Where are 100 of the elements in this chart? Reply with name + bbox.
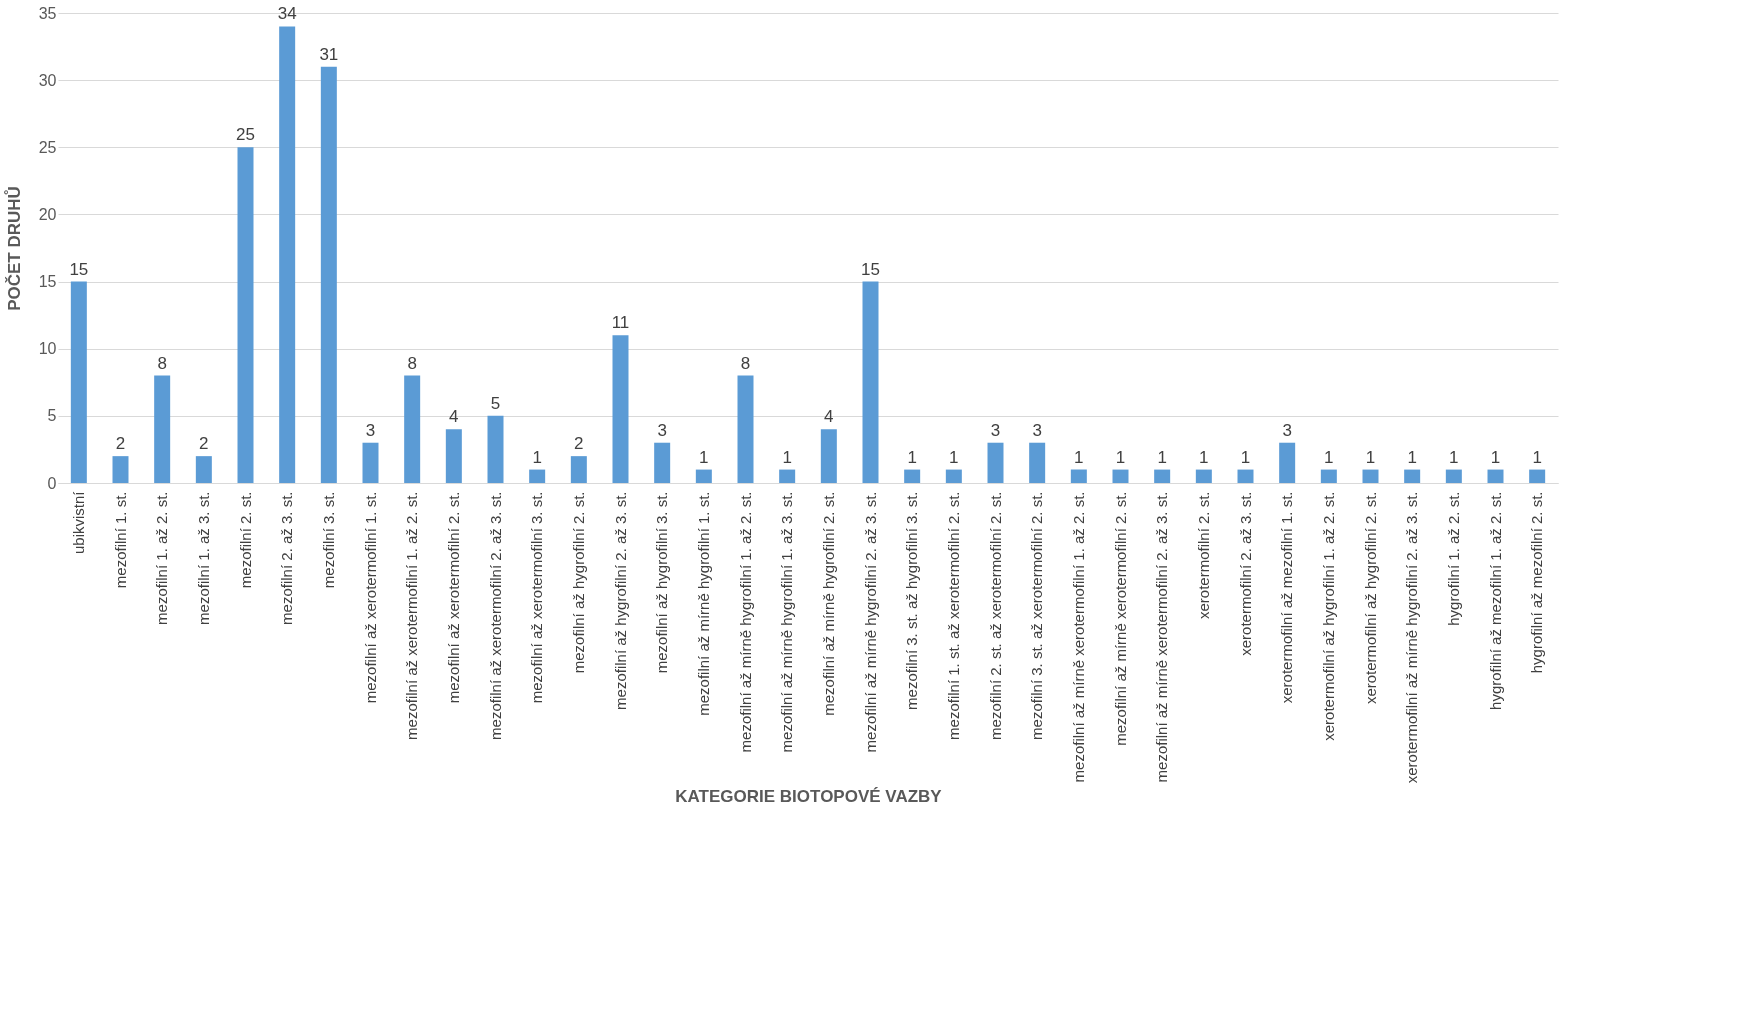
x-tick-label: mezofilní 3. st. až hygrofilní 3. st. xyxy=(903,491,921,710)
bar xyxy=(1320,469,1337,483)
bar xyxy=(779,469,796,483)
x-tick-label: mezofilní až xerotermofilní 2. st. xyxy=(444,491,462,704)
bar xyxy=(445,429,462,483)
x-tick-label: mezofilní 1. st. xyxy=(111,491,129,589)
x-tick-label: mezofilní až hygrofilní 2. st. xyxy=(569,491,587,674)
bar xyxy=(1195,469,1212,483)
bar xyxy=(654,442,671,483)
bar xyxy=(737,375,754,483)
bar xyxy=(112,456,129,483)
data-label: 3 xyxy=(1032,420,1042,440)
data-label: 1 xyxy=(532,447,542,467)
data-label: 4 xyxy=(824,407,834,427)
bar xyxy=(1404,469,1421,483)
bar xyxy=(612,335,629,483)
y-tick-label: 35 xyxy=(38,4,57,22)
data-label: 1 xyxy=(1365,447,1376,467)
bar xyxy=(279,26,296,483)
y-axis-title: POČET DRUHŮ xyxy=(3,186,24,311)
bar xyxy=(987,442,1004,483)
data-label: 11 xyxy=(611,313,630,333)
y-tick-label: 0 xyxy=(47,474,57,492)
y-tick-label: 5 xyxy=(47,407,57,425)
y-tick-label: 30 xyxy=(38,71,57,89)
data-label: 8 xyxy=(157,353,167,373)
bar xyxy=(154,375,171,483)
data-label: 1 xyxy=(1199,447,1209,467)
data-label: 1 xyxy=(699,447,709,467)
bar xyxy=(70,281,87,483)
bar xyxy=(320,66,337,483)
bar xyxy=(237,147,254,483)
bar xyxy=(1237,469,1254,483)
bar xyxy=(695,469,712,483)
y-tick-label: 25 xyxy=(38,138,57,156)
bar xyxy=(1362,469,1379,483)
data-label: 34 xyxy=(277,4,297,24)
data-label: 1 xyxy=(1240,447,1251,467)
x-tick-label: mezofilní až mírně xerotermofilní 2. až 3. st. xyxy=(1153,491,1171,783)
x-tick-label: mezofilní až xerotermofilní 2. až 3. st. xyxy=(486,491,504,740)
x-tick-label: ubikvistní xyxy=(69,490,87,555)
data-label: 15 xyxy=(69,259,89,279)
bar xyxy=(820,429,837,483)
data-label: 8 xyxy=(407,353,417,373)
x-tick-label: mezofilní až xerotermofilní 3. st. xyxy=(528,491,546,704)
bar xyxy=(195,456,212,483)
data-label: 3 xyxy=(365,420,376,440)
data-label: 1 xyxy=(1449,447,1459,467)
y-tick-label: 20 xyxy=(38,205,57,223)
data-label: 3 xyxy=(1282,420,1292,440)
bar xyxy=(1112,469,1129,483)
bar xyxy=(404,375,421,483)
data-label: 4 xyxy=(449,407,459,427)
data-label: 1 xyxy=(1407,447,1417,467)
bar xyxy=(1070,469,1087,483)
x-tick-label: hygrofilní až mezofilní 1. až 2. st. xyxy=(1486,491,1504,710)
data-label: 3 xyxy=(990,420,1001,440)
bar xyxy=(1487,469,1504,483)
data-label: 31 xyxy=(319,44,339,64)
bar xyxy=(1154,469,1171,483)
x-tick-label: mezofilní až hygrofilní 2. až 3. st. xyxy=(611,491,629,710)
x-tick-label: mezofilní 1. st. až xerotermofilní 2. st. xyxy=(944,491,962,740)
x-tick-label: mezofilní až mírně hygrofilní 2. st. xyxy=(819,491,837,716)
x-tick-label: mezofilní 2. st. až xerotermofilní 2. st. xyxy=(986,491,1004,740)
x-tick-label: mezofilní 1. až 3. st. xyxy=(194,491,212,625)
x-tick-label: xerotermofilní 2. až 3. st. xyxy=(1236,491,1254,656)
x-tick-label: mezofilní 3. st. až xerotermofilní 2. st. xyxy=(1028,491,1046,740)
bar xyxy=(570,456,587,483)
x-tick-label: mezofilní 2. st. xyxy=(236,491,254,589)
x-tick-label: mezofilní až mírně hygrofilní 2. až 3. st. xyxy=(861,491,879,753)
data-label: 1 xyxy=(1532,447,1542,467)
data-label: 1 xyxy=(1074,447,1084,467)
x-tick-label: hygrofilní 1. až 2. st. xyxy=(1444,491,1462,626)
x-tick-label: xerotermofilní 2. st. xyxy=(1194,491,1212,620)
data-label: 3 xyxy=(657,420,667,440)
x-tick-label: mezofilní 2. až 3. st. xyxy=(278,491,296,625)
data-label: 1 xyxy=(1324,447,1334,467)
x-tick-label: hygrofilní až mezofilní 2. st. xyxy=(1528,491,1546,674)
x-tick-label: mezofilní až hygrofilní 3. st. xyxy=(653,491,671,674)
x-tick-label: mezofilní až xerotermofilní 1. st. xyxy=(361,491,379,704)
x-tick-label: xerotermofilní až hygrofilní 1. až 2. st. xyxy=(1319,491,1337,741)
bar xyxy=(1029,442,1046,483)
data-label: 8 xyxy=(740,353,751,373)
bar xyxy=(945,469,962,483)
bar xyxy=(1279,442,1296,483)
bar xyxy=(1529,469,1546,483)
x-tick-label: mezofilní 1. až 2. st. xyxy=(153,491,171,625)
x-tick-label: mezofilní až mírně hygrofilní 1. až 2. st. xyxy=(736,491,754,753)
data-label: 25 xyxy=(236,125,255,145)
x-tick-label: mezofilní až mírně hygrofilní 1. až 3. st. xyxy=(778,491,796,753)
bar xyxy=(1445,469,1462,483)
data-label: 1 xyxy=(907,447,917,467)
x-axis-title: KATEGORIE BIOTOPOVÉ VAZBY xyxy=(675,786,943,806)
x-tick-label: mezofilní až mírně xerotermofilní 2. st. xyxy=(1111,491,1129,746)
data-label: 1 xyxy=(1157,447,1167,467)
bar xyxy=(904,469,921,483)
data-label: 1 xyxy=(782,447,792,467)
data-label: 2 xyxy=(199,434,209,454)
x-tick-label: mezofilní 3. st. xyxy=(319,491,337,589)
x-tick-label: mezofilní až mírně xerotermofilní 1. až 2. st. xyxy=(1069,491,1087,783)
